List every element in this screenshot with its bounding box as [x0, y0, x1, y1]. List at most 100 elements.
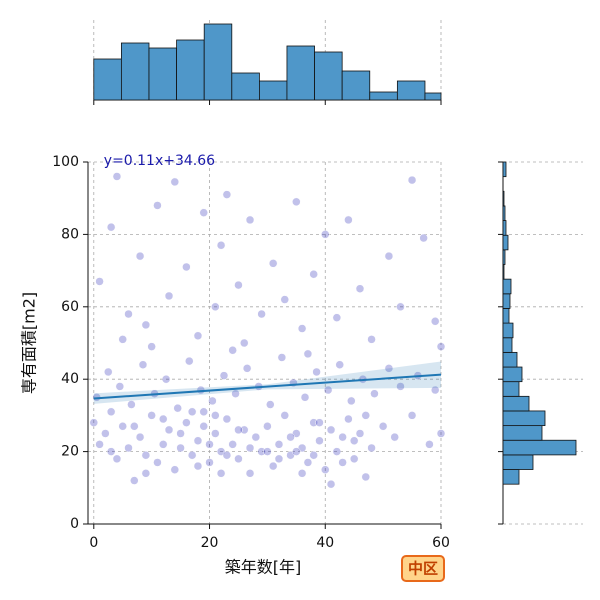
point — [153, 458, 162, 467]
point — [280, 295, 290, 304]
point — [355, 284, 365, 293]
point — [277, 353, 287, 362]
point — [158, 440, 168, 449]
bar — [502, 454, 534, 470]
point — [251, 432, 261, 442]
point — [187, 450, 197, 460]
point — [124, 309, 133, 319]
point — [106, 222, 116, 232]
point — [268, 461, 278, 471]
x-tick-label: 40 — [316, 535, 334, 551]
point — [228, 345, 237, 355]
point — [170, 465, 180, 474]
point — [436, 429, 446, 438]
point — [211, 411, 220, 420]
bar — [502, 264, 505, 280]
point — [245, 443, 255, 453]
point — [326, 479, 336, 489]
point — [332, 447, 342, 456]
bar — [120, 42, 150, 101]
point — [124, 443, 133, 453]
point — [303, 349, 313, 359]
point — [367, 443, 376, 453]
bar — [203, 23, 233, 101]
bar — [148, 47, 177, 101]
point — [430, 317, 440, 326]
point — [315, 436, 324, 445]
point — [138, 360, 148, 369]
point — [228, 440, 237, 449]
point — [141, 320, 151, 330]
bar — [502, 337, 513, 353]
bar — [502, 190, 505, 207]
bar — [502, 161, 507, 178]
point — [164, 425, 174, 435]
point — [95, 277, 104, 286]
regression-label: y=0.11x+34.66 — [104, 153, 215, 169]
point — [112, 172, 122, 181]
point — [127, 400, 136, 409]
point — [303, 458, 313, 467]
bar — [502, 351, 518, 368]
bar — [259, 80, 288, 101]
point — [222, 190, 232, 199]
point — [361, 411, 371, 420]
point — [332, 313, 342, 322]
point — [234, 454, 243, 464]
bar — [502, 395, 530, 412]
point — [239, 338, 249, 348]
bar — [502, 425, 543, 441]
bar — [93, 58, 122, 101]
bar — [502, 410, 546, 427]
point — [222, 414, 232, 424]
bar — [396, 80, 426, 101]
point — [344, 215, 353, 225]
point — [378, 422, 388, 431]
point — [135, 251, 145, 261]
point — [274, 454, 284, 464]
point — [384, 251, 394, 261]
point — [141, 469, 151, 478]
bar — [502, 322, 514, 339]
bar — [314, 51, 343, 101]
point — [300, 393, 310, 402]
point — [268, 259, 278, 268]
point — [361, 472, 371, 482]
point — [396, 302, 405, 312]
point — [321, 465, 330, 474]
point — [323, 385, 333, 395]
y-tick-label: 40 — [61, 371, 79, 387]
point — [173, 403, 182, 413]
point — [164, 291, 174, 301]
point — [436, 342, 446, 351]
point — [199, 407, 208, 417]
point — [349, 454, 359, 464]
point — [384, 364, 394, 373]
y-tick-label: 0 — [70, 516, 79, 532]
point — [407, 175, 417, 185]
point — [199, 208, 208, 217]
point — [315, 418, 324, 427]
bar — [502, 366, 523, 383]
point — [349, 436, 359, 445]
point — [234, 280, 243, 290]
point — [338, 432, 347, 442]
point — [263, 422, 272, 431]
point — [309, 269, 318, 279]
y-tick-label: 60 — [61, 299, 79, 315]
point — [335, 360, 344, 369]
point — [106, 447, 116, 456]
point — [326, 425, 336, 435]
point — [153, 201, 162, 210]
point — [407, 411, 417, 420]
bar — [424, 92, 442, 101]
point — [176, 429, 185, 438]
badge — [401, 555, 445, 582]
point — [141, 450, 151, 460]
bar — [502, 439, 577, 456]
point — [286, 432, 295, 442]
point — [95, 440, 104, 449]
point — [205, 440, 214, 449]
point — [106, 407, 116, 417]
